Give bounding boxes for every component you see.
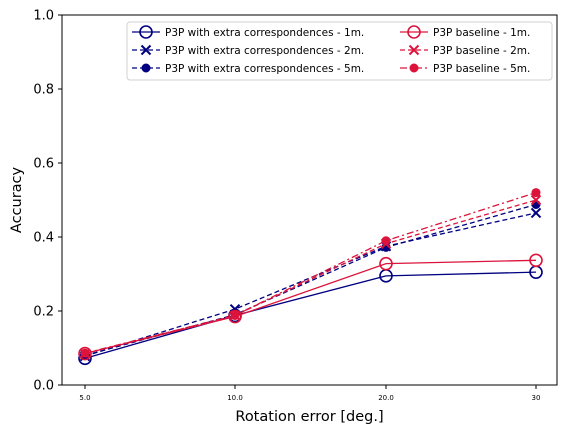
series-layer (78, 188, 543, 366)
legend-item: P3P baseline - 2m. (400, 44, 530, 57)
legend-box (126, 21, 553, 81)
filled-circle-marker (531, 188, 541, 198)
legend-label: P3P with extra correspondences - 5m. (165, 63, 364, 75)
legend: P3P with extra correspondences - 1m. P3P … (126, 21, 553, 81)
x-marker (530, 194, 542, 206)
y-axis: 0.0 0.2 0.4 0.6 0.8 1.0 (33, 9, 62, 394)
series-line (84, 191, 537, 354)
x-axis: 5.0 10.0 20.0 30 (79, 385, 540, 402)
legend-label: P3P baseline - 2m. (433, 45, 530, 57)
open-circle-marker (407, 25, 421, 39)
legend-item: P3P with extra correspondences - 2m. (132, 44, 364, 57)
open-circle-marker (78, 346, 92, 361)
series-line (84, 271, 537, 359)
x-marker (140, 44, 152, 56)
x-tick-label: 20.0 (378, 394, 394, 402)
legend-item: P3P with extra correspondences - 1m. (132, 25, 364, 39)
open-circle-marker (379, 256, 393, 271)
series-line (84, 199, 537, 355)
legend-label: P3P baseline - 1m. (433, 27, 530, 39)
series-line (84, 203, 537, 357)
filled-circle-marker (141, 63, 151, 73)
series-line (84, 212, 537, 357)
filled-circle-marker (409, 63, 419, 73)
x-axis-label: Rotation error [deg.] (235, 409, 383, 425)
legend-label: P3P with extra correspondences - 2m. (165, 45, 364, 57)
series-1 (78, 265, 543, 366)
legend-label: P3P with extra correspondences - 1m. (165, 27, 364, 39)
filled-circle-marker (80, 348, 90, 358)
y-tick-label: 0.4 (33, 231, 54, 246)
series-4 (78, 253, 543, 361)
plot-area (61, 14, 558, 386)
filled-circle-marker (230, 310, 240, 320)
plot-frame (61, 14, 558, 386)
legend-item: P3P with extra correspondences - 5m. (132, 63, 364, 75)
legend-item: P3P baseline - 5m. (400, 63, 530, 75)
y-tick-label: 0.6 (33, 157, 54, 172)
open-circle-marker (139, 25, 153, 39)
series-line (84, 259, 537, 355)
x-tick-label: 30 (532, 394, 541, 402)
y-tick-label: 1.0 (33, 9, 54, 24)
x-marker (408, 44, 420, 56)
legend-item: P3P baseline - 1m. (400, 25, 530, 39)
series-5 (79, 194, 542, 359)
y-tick-label: 0.0 (33, 379, 54, 394)
y-axis-label: Accuracy (9, 166, 25, 233)
x-tick-label: 10.0 (227, 394, 243, 402)
y-tick-label: 0.8 (33, 83, 54, 98)
x-tick-label: 5.0 (79, 394, 90, 402)
legend-label: P3P baseline - 5m. (433, 63, 530, 75)
x-marker (530, 207, 542, 219)
open-circle-marker (529, 253, 543, 268)
y-tick-label: 0.2 (33, 305, 54, 320)
series-6 (80, 188, 541, 358)
filled-circle-marker (381, 236, 391, 246)
